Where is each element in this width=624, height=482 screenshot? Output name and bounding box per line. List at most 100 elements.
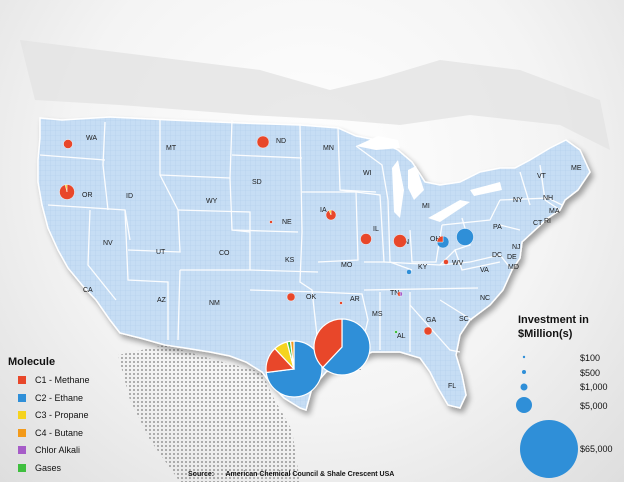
pie-ga-slice-0 xyxy=(423,326,433,336)
state-label-wa: WA xyxy=(86,135,97,142)
state-label-md: MD xyxy=(508,264,519,271)
source-text: American Chemical Council & Shale Cresce… xyxy=(225,471,395,478)
legend-swatch xyxy=(18,376,26,384)
molecule-legend-item: C4 - Butane xyxy=(18,428,83,438)
state-label-ct: CT xyxy=(533,220,543,227)
state-label-pa: PA xyxy=(493,224,502,231)
state-label-mo: MO xyxy=(341,262,353,269)
state-label-vt: VT xyxy=(537,173,547,180)
pie-oh-slice-0 xyxy=(436,235,450,249)
investment-bubble-4 xyxy=(520,420,578,478)
state-label-de: DE xyxy=(507,254,517,261)
great-lakes xyxy=(356,136,502,222)
molecule-legend-item: Gases xyxy=(18,463,61,473)
state-label-fl: FL xyxy=(448,383,456,390)
investment-legend-label: $1,000 xyxy=(580,382,608,392)
state-label-nm: NM xyxy=(209,300,220,307)
source-note: Source: American Chemical Council & Shal… xyxy=(188,471,394,478)
state-label-ca: CA xyxy=(83,287,93,294)
investment-bubble-2 xyxy=(520,383,528,391)
pie-oh-slice-1 xyxy=(436,235,444,243)
state-label-ia: IA xyxy=(320,207,327,214)
state-label-nv: NV xyxy=(103,240,113,247)
state-label-nj: NJ xyxy=(512,244,521,251)
state-label-dc: DC xyxy=(492,252,502,259)
state-label-mt: MT xyxy=(166,145,177,152)
investment-size-legend xyxy=(516,355,578,478)
pie-wv-slice-0 xyxy=(443,259,449,265)
state-label-mn: MN xyxy=(323,145,334,152)
legend-swatch xyxy=(18,463,26,472)
molecule-legend-item: C1 - Methane xyxy=(18,375,90,385)
state-label-me: ME xyxy=(571,165,582,172)
pie-tx-east-slice-0 xyxy=(321,318,371,376)
state-label-or: OR xyxy=(82,192,93,199)
state-label-ri: RI xyxy=(544,218,551,225)
legend-swatch xyxy=(18,446,26,454)
legend-label: C1 - Methane xyxy=(35,375,90,385)
state-label-wy: WY xyxy=(206,198,218,205)
pie-ok-slice-0 xyxy=(286,292,296,302)
state-label-ks: KS xyxy=(285,257,295,264)
investment-legend-title-line2: $Million(s) xyxy=(518,328,573,340)
pie-nd-slice-0 xyxy=(256,135,270,149)
mexico-land xyxy=(118,345,300,482)
legend-swatch xyxy=(18,428,26,437)
state-label-va: VA xyxy=(480,267,489,274)
investment-legend-label: $65,000 xyxy=(580,444,613,454)
investment-pies xyxy=(59,135,474,398)
pie-tx-east-slice-1 xyxy=(313,318,343,369)
state-label-sc: SC xyxy=(459,316,469,323)
investment-legend-label: $500 xyxy=(580,368,601,378)
pie-tn-slice-1 xyxy=(397,291,401,297)
legend-label: C3 - Propane xyxy=(35,410,89,420)
pie-tx-west-slice-4 xyxy=(289,340,295,370)
state-label-wv: WV xyxy=(452,260,464,267)
state-label-co: CO xyxy=(219,250,230,257)
state-label-ma: MA xyxy=(549,208,560,215)
pie-il-slice-0 xyxy=(360,233,372,245)
molecule-legend-item: C2 - Ethane xyxy=(18,393,83,403)
state-label-id: ID xyxy=(126,193,133,200)
legend-label: Gases xyxy=(35,462,62,473)
state-label-ok: OK xyxy=(306,294,316,301)
state-label-sd: SD xyxy=(252,179,262,186)
investment-legend-label: $5,000 xyxy=(580,401,608,411)
molecule-legend-item: C3 - Propane xyxy=(18,410,89,420)
state-label-ms: MS xyxy=(372,311,383,318)
state-label-ar: AR xyxy=(350,296,360,303)
state-label-nc: NC xyxy=(480,295,490,302)
legend-swatch xyxy=(18,411,26,419)
legend-label: C4 - Butane xyxy=(35,427,84,438)
state-label-ne: NE xyxy=(282,219,292,226)
us-outline xyxy=(37,116,591,411)
legend-swatch xyxy=(18,393,26,402)
investment-legend-label: $100 xyxy=(580,353,601,363)
state-label-nh: NH xyxy=(543,195,553,202)
pie-ia-slice-1 xyxy=(328,209,332,216)
state-borders xyxy=(39,119,563,353)
molecule-legend-item: Chlor Alkali xyxy=(18,445,80,455)
molecule-legend-title: Molecule xyxy=(8,356,56,368)
investment-legend-title: Investment in $Million(s) xyxy=(518,313,589,341)
state-label-az: AZ xyxy=(157,297,167,304)
investment-bubble-0 xyxy=(522,355,526,359)
state-label-mi: MI xyxy=(422,203,430,210)
canada-land xyxy=(20,40,610,150)
state-label-ny: NY xyxy=(513,197,523,204)
state-label-il: IL xyxy=(373,226,379,233)
state-label-ky: KY xyxy=(418,264,428,271)
pie-al-slice-0 xyxy=(394,330,398,334)
state-label-oh: OH xyxy=(430,236,441,243)
investment-legend-title-line1: Investment in xyxy=(518,314,589,326)
pie-ky-slice-0 xyxy=(406,269,412,275)
state-labels: WAORCANVIDMTWYUTAZCONMNDSDNEKSOKTXMNIAMO… xyxy=(82,135,582,390)
investment-bubble-1 xyxy=(522,370,526,374)
state-label-ut: UT xyxy=(156,249,166,256)
pie-tn-slice-0 xyxy=(399,291,403,297)
pie-wa-slice-0 xyxy=(63,139,73,149)
pie-ne-slice-0 xyxy=(269,220,273,224)
pie-ar-slice-0 xyxy=(339,301,343,305)
pie-pa-slice-0 xyxy=(456,228,474,246)
